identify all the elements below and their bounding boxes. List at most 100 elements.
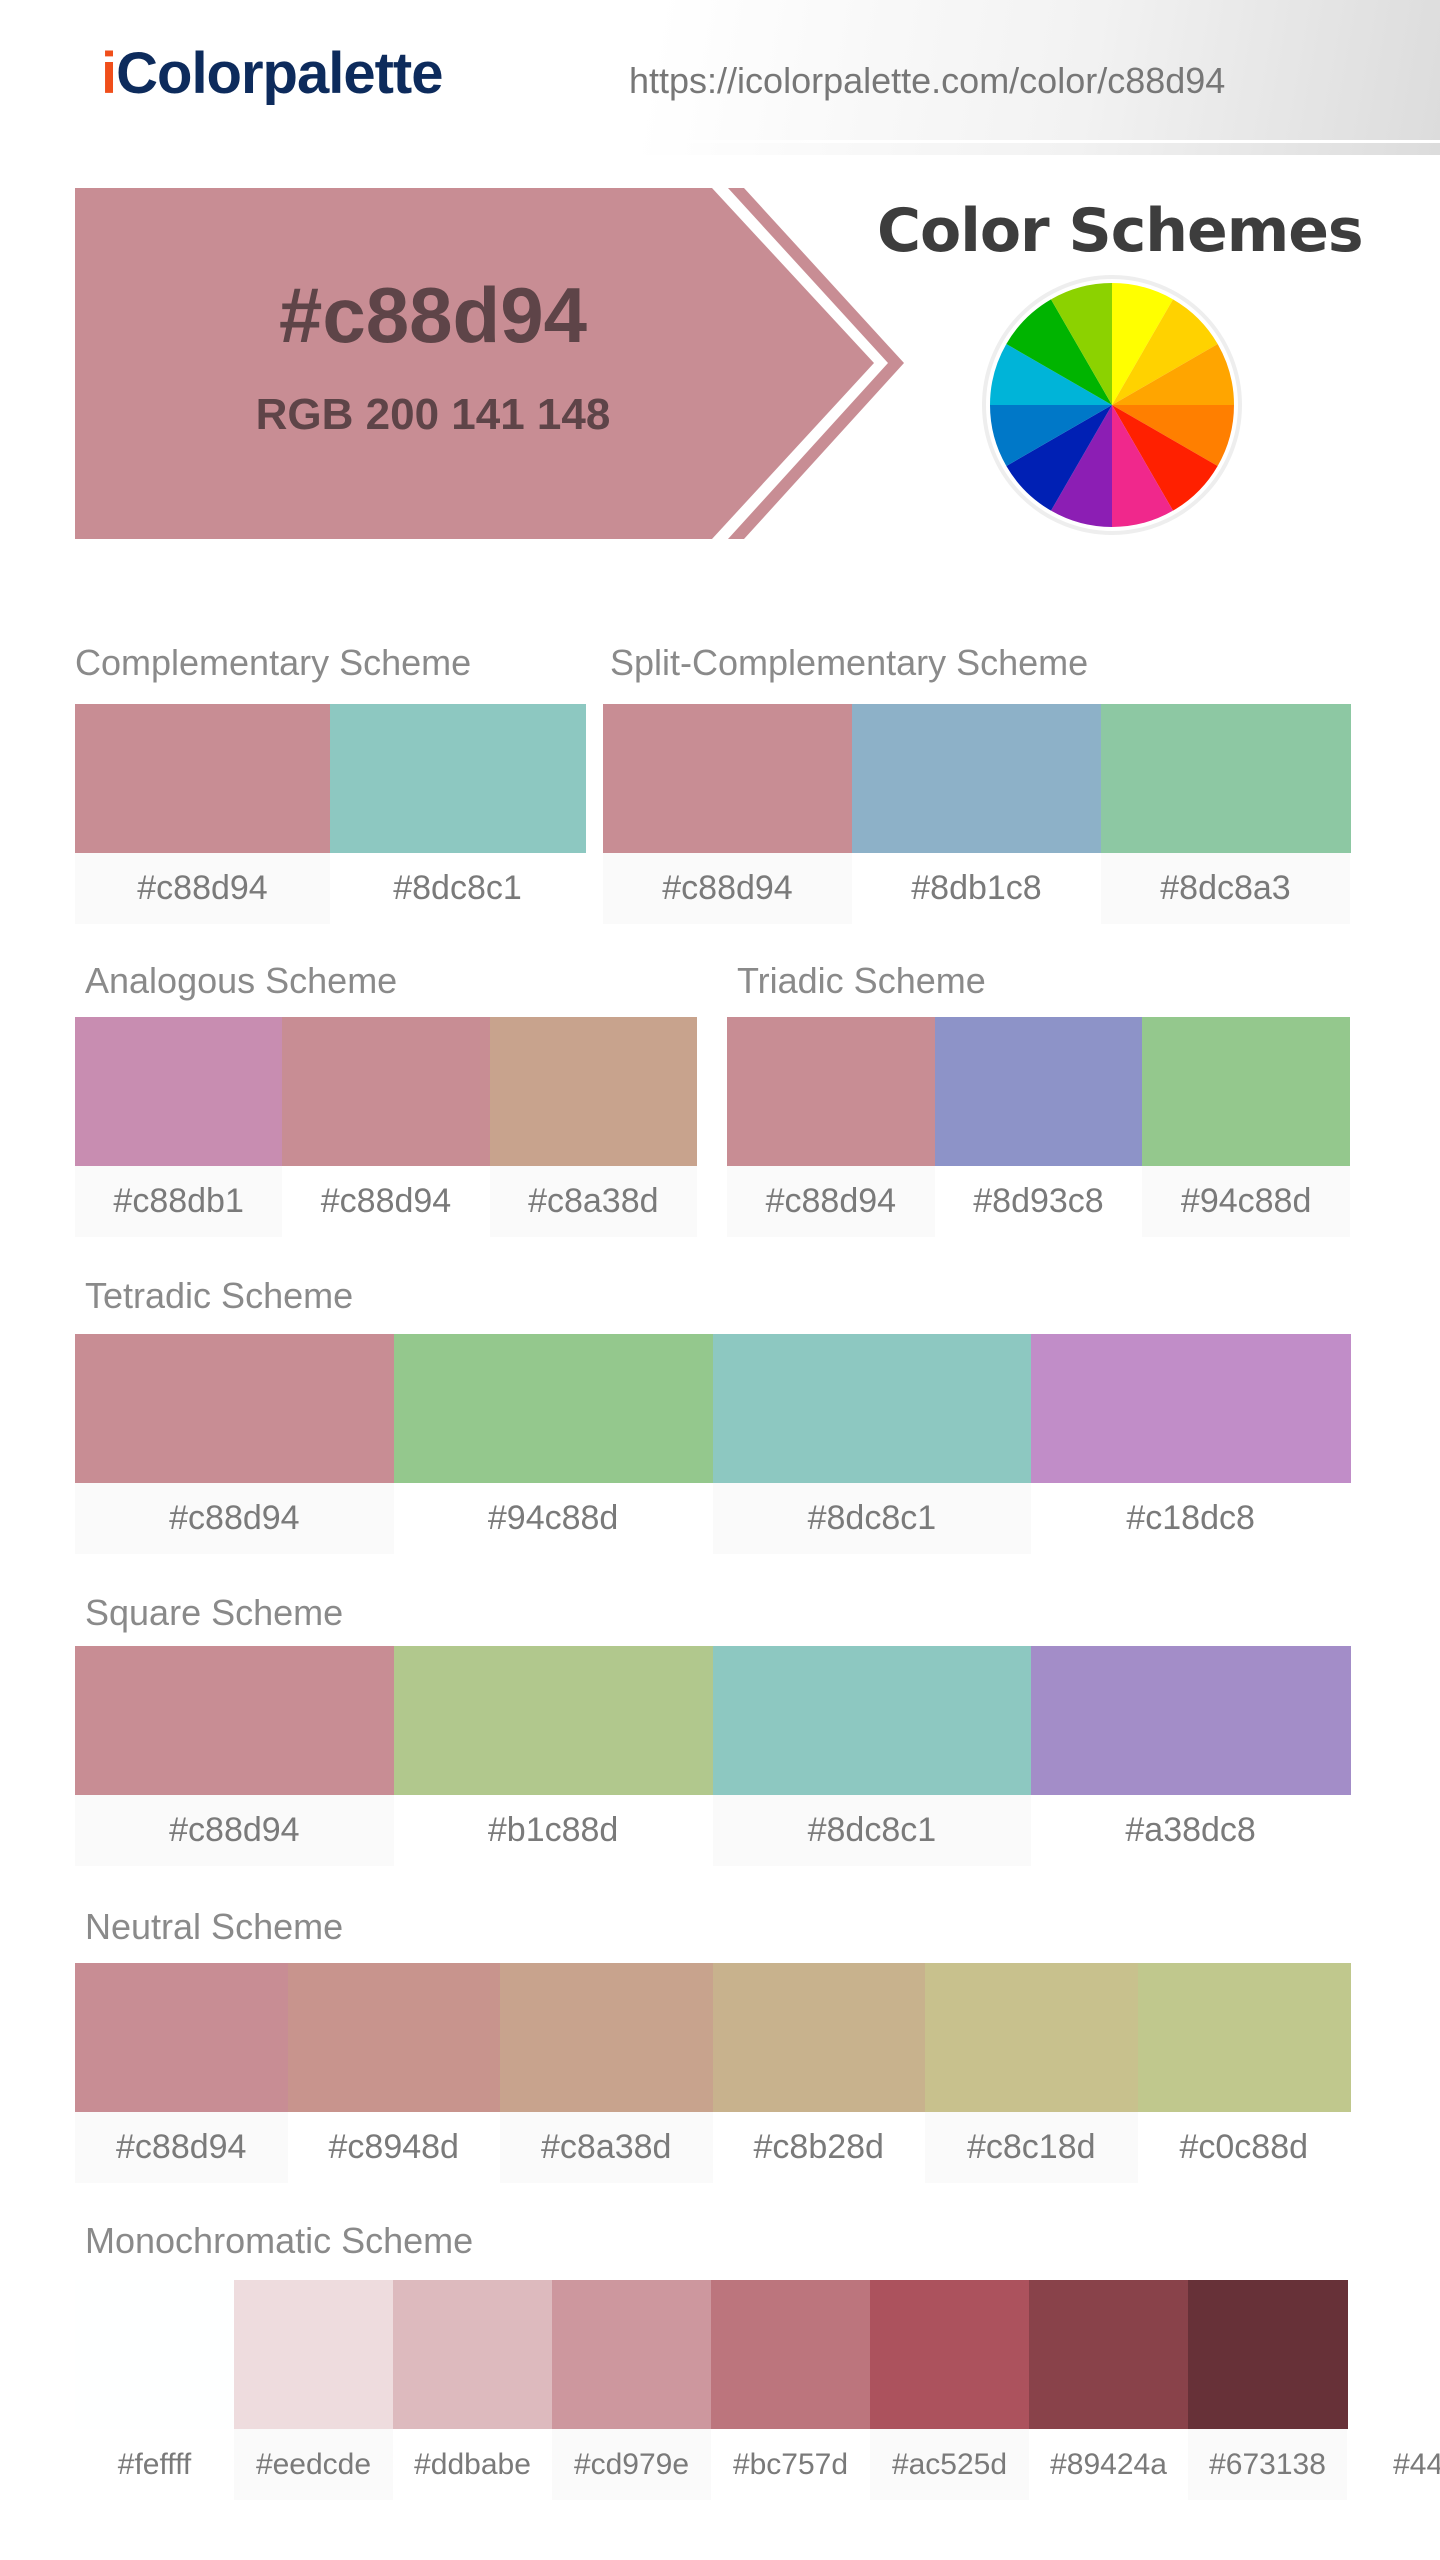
color-hex-label[interactable]: #8dc8a3 — [1101, 853, 1350, 924]
color-swatch[interactable] — [870, 2280, 1030, 2429]
scheme-title: Square Scheme — [85, 1592, 344, 1633]
color-swatch[interactable] — [75, 2280, 235, 2429]
color-swatch[interactable] — [852, 704, 1102, 853]
color-hex-label[interactable]: #c18dc8 — [1031, 1483, 1350, 1554]
color-hex-label[interactable]: #8dc8c1 — [712, 1795, 1032, 1866]
color-hex-label[interactable]: #c88d94 — [75, 1795, 394, 1866]
color-hex-label[interactable]: #94c88d — [1142, 1166, 1350, 1237]
scheme-title: Neutral Scheme — [85, 1906, 344, 1947]
color-swatch[interactable] — [1031, 1334, 1351, 1483]
page-url: https://icolorpalette.com/color/c88d94 — [629, 60, 1226, 101]
color-swatch[interactable] — [330, 704, 586, 853]
color-swatch[interactable] — [712, 1646, 1032, 1795]
color-swatch[interactable] — [925, 1963, 1138, 2112]
color-hex-label[interactable]: #442 — [1347, 2429, 1440, 2500]
wheel-segment — [990, 405, 1112, 466]
color-swatch[interactable] — [393, 2280, 553, 2429]
color-swatch[interactable] — [489, 1017, 698, 1166]
color-swatch[interactable] — [711, 2280, 871, 2429]
color-swatch[interactable] — [1137, 1963, 1351, 2112]
hero-rgb: RGB 200 141 148 — [255, 390, 611, 439]
color-swatch[interactable] — [727, 1017, 936, 1166]
wheel-segment — [1112, 299, 1218, 405]
color-hex-label[interactable]: #eedcde — [234, 2429, 393, 2500]
color-swatch[interactable] — [712, 1963, 926, 2112]
scheme-title: Triadic Scheme — [737, 960, 986, 1001]
color-hex-label[interactable]: #673138 — [1188, 2429, 1347, 2500]
color-hex-label[interactable]: #c88db1 — [75, 1166, 283, 1237]
wheel-segment — [1112, 405, 1173, 527]
site-logo[interactable]: iColorpalette — [101, 40, 444, 107]
color-swatch[interactable] — [75, 1017, 283, 1166]
color-swatch[interactable] — [75, 1334, 395, 1483]
color-hex-label[interactable]: #c88d94 — [75, 2112, 288, 2183]
color-hex-label[interactable]: #c8c18d — [925, 2112, 1138, 2183]
color-swatch[interactable] — [75, 704, 331, 853]
color-hero-banner — [75, 188, 904, 539]
logo-i: i — [101, 41, 117, 106]
color-swatch[interactable] — [552, 2280, 712, 2429]
color-hex-label[interactable]: #8dc8c1 — [712, 1483, 1032, 1554]
color-swatch[interactable] — [500, 1963, 713, 2112]
color-swatch[interactable] — [1347, 2280, 1440, 2429]
logo-text: Colorpalette — [116, 41, 443, 106]
header-divider — [560, 140, 1440, 143]
color-swatch[interactable] — [603, 704, 853, 853]
wheel-segment — [1006, 299, 1112, 405]
color-swatch[interactable] — [1188, 2280, 1348, 2429]
color-hex-label[interactable]: #c88d94 — [282, 1166, 490, 1237]
color-swatch[interactable] — [282, 1017, 491, 1166]
color-hex-label[interactable]: #89424a — [1029, 2429, 1188, 2500]
color-swatch[interactable] — [1031, 1646, 1351, 1795]
color-hex-label[interactable]: #c88d94 — [75, 853, 330, 924]
color-swatch[interactable] — [393, 1646, 713, 1795]
wheel-segment — [1112, 405, 1218, 511]
color-swatch[interactable] — [934, 1017, 1143, 1166]
color-hex-label[interactable]: #c0c88d — [1137, 2112, 1350, 2183]
scheme-title: Complementary Scheme — [75, 642, 472, 683]
color-swatch[interactable] — [1029, 2280, 1189, 2429]
color-hex-label[interactable]: #c8a38d — [489, 1166, 697, 1237]
hero-swatch — [75, 188, 874, 539]
color-swatch[interactable] — [75, 1646, 395, 1795]
color-hex-label[interactable]: #c88d94 — [727, 1166, 935, 1237]
color-hex-label[interactable]: #c8948d — [287, 2112, 500, 2183]
color-hex-label[interactable]: #8dc8c1 — [330, 853, 585, 924]
color-hex-label[interactable]: #a38dc8 — [1031, 1795, 1350, 1866]
color-swatch[interactable] — [712, 1334, 1032, 1483]
color-swatch[interactable] — [393, 1334, 713, 1483]
color-hex-label[interactable]: #c8b28d — [712, 2112, 925, 2183]
wheel-segment — [1051, 283, 1112, 405]
color-hex-label[interactable]: #ddbabe — [393, 2429, 552, 2500]
color-hex-label[interactable]: #8db1c8 — [852, 853, 1101, 924]
color-hex-label[interactable]: #94c88d — [393, 1483, 713, 1554]
color-hex-label[interactable]: #8d93c8 — [934, 1166, 1143, 1237]
color-hex-label[interactable]: #cd979e — [552, 2429, 711, 2500]
color-schemes-title: Color Schemes — [877, 196, 1364, 266]
color-swatch[interactable] — [234, 2280, 394, 2429]
color-hex-label[interactable]: #c88d94 — [75, 1483, 394, 1554]
hero-hex: #c88d94 — [279, 271, 587, 359]
color-swatch[interactable] — [287, 1963, 501, 2112]
color-hex-label[interactable]: #c8a38d — [500, 2112, 713, 2183]
wheel-segment — [1112, 283, 1173, 405]
color-hex-label[interactable]: #c88d94 — [603, 853, 852, 924]
color-hex-label[interactable]: #feffff — [75, 2429, 234, 2500]
color-swatch[interactable] — [1142, 1017, 1351, 1166]
color-swatch[interactable] — [1101, 704, 1351, 853]
scheme-title: Analogous Scheme — [85, 960, 398, 1001]
wheel-segment — [1112, 344, 1234, 405]
wheel-segment — [1112, 405, 1234, 466]
wheel-segment — [1051, 405, 1112, 527]
color-hex-label[interactable]: #b1c88d — [393, 1795, 713, 1866]
color-swatch[interactable] — [75, 1963, 288, 2112]
scheme-title: Split-Complementary Scheme — [610, 642, 1089, 683]
wheel-segment — [1006, 405, 1112, 511]
scheme-title: Monochromatic Scheme — [85, 2220, 474, 2261]
site-header: iColorpalette https://icolorpalette.com/… — [0, 0, 1440, 155]
color-hex-label[interactable]: #bc757d — [711, 2429, 870, 2500]
wheel-segment — [990, 344, 1112, 405]
scheme-title: Tetradic Scheme — [85, 1275, 354, 1316]
color-wheel-icon — [982, 275, 1242, 535]
color-hex-label[interactable]: #ac525d — [870, 2429, 1029, 2500]
